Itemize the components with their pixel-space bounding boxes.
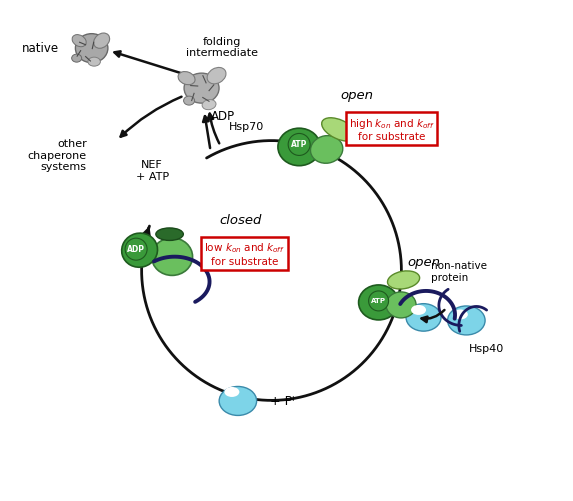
Text: Hsp70: Hsp70: [229, 122, 264, 132]
Ellipse shape: [386, 292, 416, 318]
Ellipse shape: [72, 54, 82, 62]
Text: ATP: ATP: [371, 298, 386, 304]
Ellipse shape: [183, 96, 195, 105]
Text: open: open: [407, 256, 440, 269]
Ellipse shape: [184, 73, 219, 103]
Text: non-native
protein: non-native protein: [431, 262, 488, 283]
Text: open: open: [340, 89, 373, 102]
Ellipse shape: [448, 306, 485, 335]
Ellipse shape: [411, 305, 426, 315]
Ellipse shape: [311, 136, 343, 163]
Ellipse shape: [321, 118, 356, 141]
Ellipse shape: [207, 68, 226, 84]
Ellipse shape: [76, 34, 108, 63]
Ellipse shape: [406, 304, 441, 331]
Ellipse shape: [93, 33, 109, 48]
Text: folding
intermediate: folding intermediate: [186, 37, 257, 58]
Ellipse shape: [72, 35, 86, 47]
Text: ADP: ADP: [127, 244, 145, 254]
Text: ATP: ATP: [291, 140, 307, 149]
Text: native: native: [22, 42, 59, 55]
Ellipse shape: [178, 72, 195, 85]
Ellipse shape: [219, 386, 257, 415]
Ellipse shape: [88, 57, 100, 66]
Text: low $k_{on}$ and $k_{off}$
for substrate: low $k_{on}$ and $k_{off}$ for substrate: [204, 241, 285, 267]
Text: ADP: ADP: [211, 110, 235, 123]
Ellipse shape: [278, 128, 320, 166]
Text: + Pᴵ: + Pᴵ: [270, 395, 295, 408]
Text: Hsp40: Hsp40: [469, 344, 504, 354]
Ellipse shape: [453, 310, 468, 320]
Text: other
chaperone
systems: other chaperone systems: [28, 139, 87, 172]
Ellipse shape: [202, 100, 216, 110]
Ellipse shape: [387, 271, 419, 289]
Ellipse shape: [225, 387, 240, 397]
Circle shape: [368, 291, 388, 311]
Text: closed: closed: [219, 214, 262, 226]
Ellipse shape: [152, 238, 193, 276]
Ellipse shape: [156, 228, 183, 240]
Text: NEF
+ ATP: NEF + ATP: [136, 160, 168, 182]
Circle shape: [288, 133, 310, 155]
Text: high $k_{on}$ and $k_{off}$
for substrate: high $k_{on}$ and $k_{off}$ for substrat…: [348, 117, 434, 142]
Circle shape: [125, 238, 147, 260]
Ellipse shape: [359, 285, 399, 320]
Ellipse shape: [121, 233, 158, 267]
